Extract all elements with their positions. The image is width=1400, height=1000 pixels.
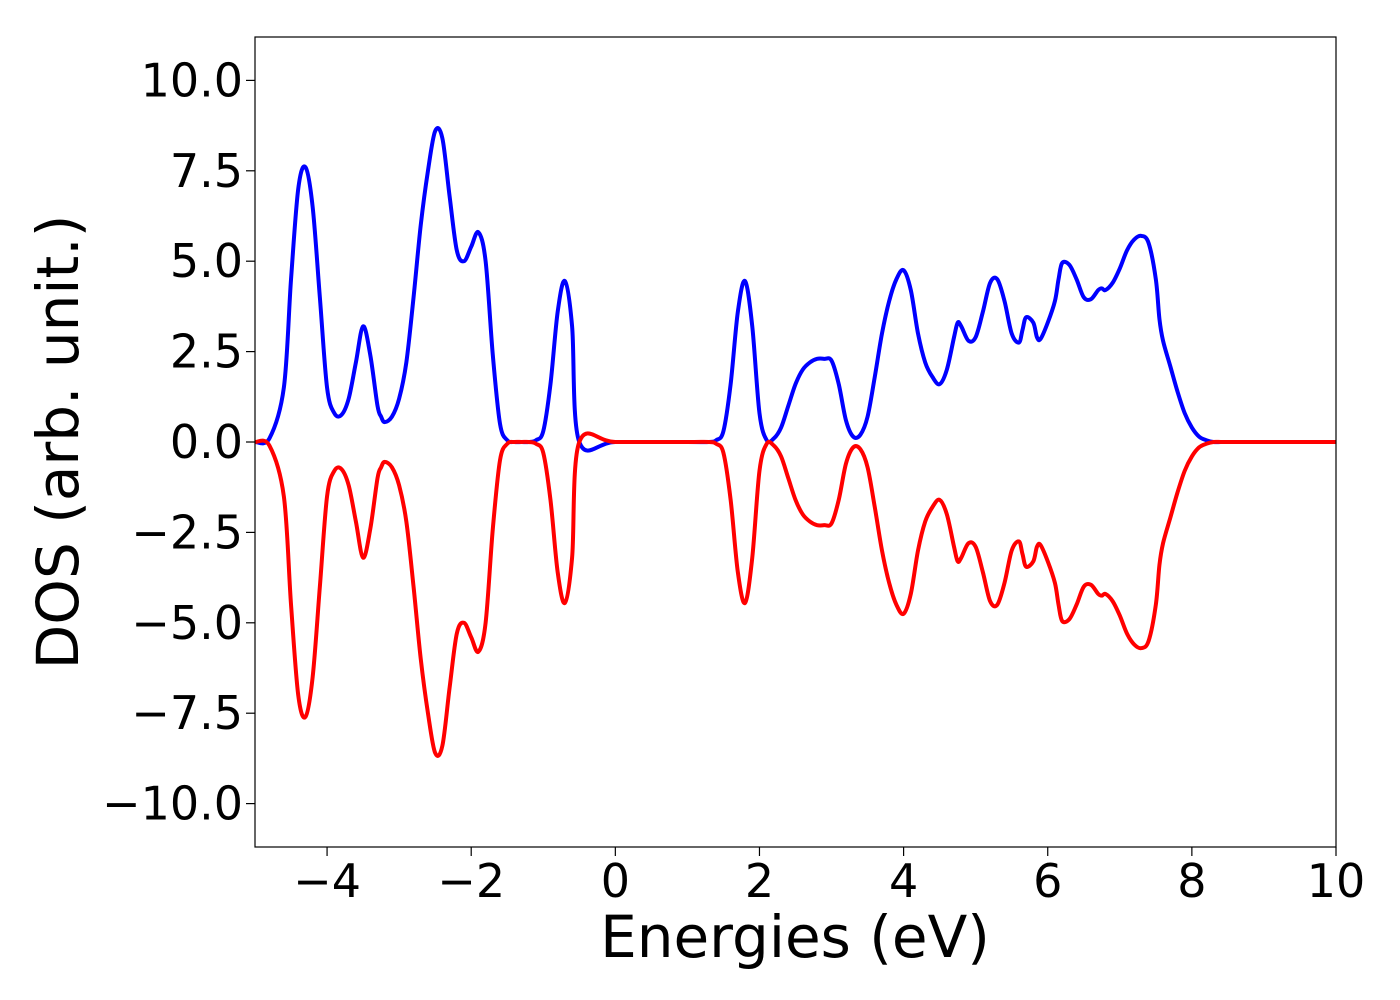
x-tick-label: 6 xyxy=(1033,854,1062,908)
y-tick-label: −10.0 xyxy=(102,777,243,831)
y-tick-label: 2.5 xyxy=(170,325,243,379)
series-line-1 xyxy=(254,126,1336,453)
series-layer xyxy=(254,126,1336,758)
y-tick-label: 10.0 xyxy=(141,53,243,107)
x-tick-label: −4 xyxy=(293,854,361,908)
x-tick-label: 4 xyxy=(889,854,918,908)
y-tick-label: −7.5 xyxy=(131,686,243,740)
x-axis-ticks: −4 −2 0 2 4 6 8 10 xyxy=(293,847,1365,908)
y-tick-label: 7.5 xyxy=(170,144,243,198)
y-tick-label: 5.0 xyxy=(170,234,243,288)
x-tick-label: 8 xyxy=(1177,854,1206,908)
x-axis-label: Energies (eV) xyxy=(600,903,990,971)
y-tick-label: −2.5 xyxy=(131,505,243,559)
x-tick-label: 0 xyxy=(601,854,630,908)
y-tick-label: 0.0 xyxy=(170,415,243,469)
x-tick-label: 2 xyxy=(745,854,774,908)
y-axis-ticks: 10.0 7.5 5.0 2.5 0.0 −2.5 −5.0 −7.5 −10.0 xyxy=(102,53,255,831)
y-tick-label: −5.0 xyxy=(131,596,243,650)
y-axis-label: DOS (arb. unit.) xyxy=(24,215,92,670)
x-tick-label: 10 xyxy=(1307,854,1366,908)
plot-frame xyxy=(254,36,1337,848)
series-line-2 xyxy=(254,431,1336,758)
x-tick-label: −2 xyxy=(437,854,505,908)
